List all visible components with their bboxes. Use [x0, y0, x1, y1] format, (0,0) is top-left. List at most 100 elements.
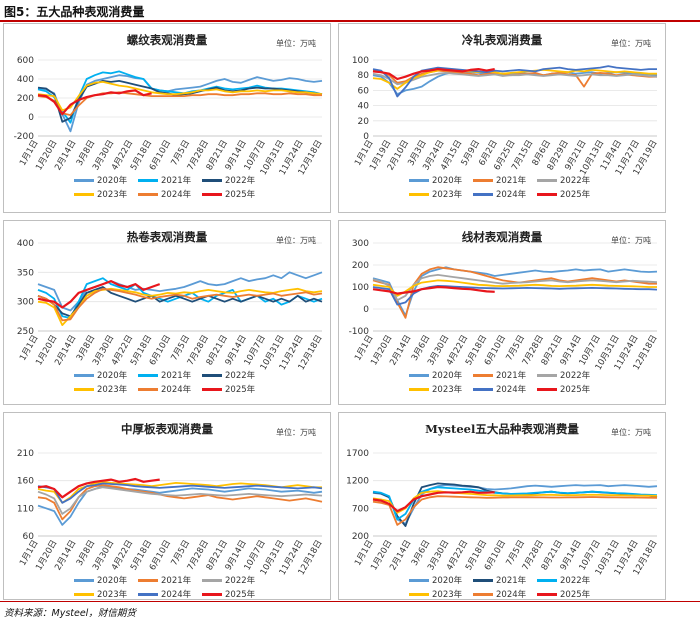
legend-label: 2025年 — [225, 385, 256, 395]
legend-label: 2021年 — [161, 176, 192, 186]
legend-item: 2025年 — [202, 383, 264, 395]
chart-svg: -10001002003001月1日1月20日2月14日3月6日3月30日4月2… — [349, 239, 660, 372]
legend-label: 2024年 — [496, 590, 527, 600]
chart-svg: 200700120017001月1日1月20日2月14日3月6日3月30日4月2… — [346, 449, 660, 577]
legend-item: 2025年 — [202, 588, 264, 600]
chart-svg: -20002004006001月1日1月20日2月14日3月8日3月30日4月2… — [14, 56, 325, 177]
series-line-2023年 — [372, 490, 658, 514]
series-line-2025年 — [37, 477, 160, 499]
legend-label: 2020年 — [432, 576, 463, 586]
legend-swatch — [537, 387, 557, 391]
series-line-2023年 — [37, 287, 323, 326]
legend-label: 2023年 — [97, 190, 128, 200]
legend-item: 2020年 — [409, 574, 471, 586]
legend-swatch — [409, 178, 429, 182]
legend-swatch — [202, 387, 222, 391]
legend-label: 2025年 — [225, 590, 256, 600]
legend-swatch — [138, 178, 158, 182]
legend-swatch — [202, 178, 222, 182]
chart-legend: 2020年 2021年 2022年 2023年 2024年 2025年 — [74, 174, 264, 200]
chart-unit: 单位：万吨 — [276, 39, 316, 48]
chart-panel-total: 200 700 1200 1700 1月1日 1月20日 2月14日 3月6日 3月30日 4月2… — [338, 412, 666, 600]
legend-item: 2021年 — [473, 174, 535, 186]
legend-label: 2024年 — [161, 190, 192, 200]
chart-panel-rebar: -200 0 200 400 600 1月1日 1月20日 2月14日 3月8日 3月30日 4月2… — [3, 23, 331, 213]
legend-item: 2021年 — [138, 174, 200, 186]
series-line-2025年 — [372, 490, 495, 513]
legend-item: 2024年 — [138, 588, 200, 600]
series-line-2023年 — [372, 68, 657, 90]
y-tick-label: 300 — [352, 239, 369, 249]
series-line-2025年 — [372, 68, 495, 81]
legend-swatch — [74, 178, 94, 182]
chart-unit: 单位：万吨 — [611, 236, 651, 245]
legend-swatch — [409, 192, 429, 196]
legend-label: 2020年 — [97, 176, 128, 186]
series-line-2024年 — [37, 482, 323, 504]
y-tick-label: 110 — [17, 504, 34, 514]
legend-swatch — [409, 578, 429, 582]
figure-title: 图5：五大品种表观消费量 — [4, 5, 145, 19]
y-tick-label: 0 — [363, 305, 369, 315]
legend-item: 2023年 — [74, 588, 136, 600]
legend-item: 2022年 — [202, 369, 264, 381]
chart-unit: 单位：万吨 — [276, 236, 316, 245]
series-line-2020年 — [37, 485, 323, 526]
legend-label: 2022年 — [225, 176, 256, 186]
y-tick-label: 250 — [17, 327, 34, 337]
chart-legend: 2020年 2021年 2022年 2023年 2024年 2025年 — [74, 574, 264, 600]
legend-item: 2020年 — [409, 174, 471, 186]
legend-swatch — [473, 387, 493, 391]
legend-swatch — [537, 192, 557, 196]
legend-item: 2024年 — [138, 188, 200, 200]
chart-panel-plate: 60 110 160 210 1月1日 1月20日 2月14日 3月8日 3月30日 4月22日 5… — [3, 412, 331, 600]
legend-label: 2021年 — [161, 576, 192, 586]
legend-label: 2020年 — [432, 371, 463, 381]
y-tick-label: 200 — [17, 94, 34, 104]
y-tick-label: 400 — [17, 239, 34, 249]
legend-label: 2023年 — [432, 590, 463, 600]
legend-swatch — [202, 592, 222, 596]
legend-label: 2024年 — [496, 190, 527, 200]
legend-label: 2022年 — [560, 576, 591, 586]
chart-title: 线材表观消费量 — [461, 230, 543, 244]
chart-panel-wire: -100 0 100 200 300 1月1日 1月20日 2月14日 3月6日 3月30日 4月2… — [338, 220, 666, 405]
chart-title: Mysteel五大品种表观消费量 — [425, 422, 579, 436]
legend-swatch — [74, 592, 94, 596]
legend-item: 2021年 — [473, 574, 535, 586]
legend-item: 2022年 — [537, 174, 599, 186]
chart-unit: 单位：万吨 — [611, 39, 651, 48]
title-divider — [0, 20, 700, 22]
series-line-2022年 — [37, 286, 323, 318]
legend-label: 2020年 — [432, 176, 463, 186]
chart-legend: 2020年 2021年 2022年 2023年 2024年 2025年 — [409, 174, 599, 200]
chart-title: 冷轧表观消费量 — [461, 33, 543, 47]
legend-label: 2020年 — [97, 576, 128, 586]
legend-swatch — [202, 578, 222, 582]
legend-item: 2021年 — [138, 369, 200, 381]
legend-label: 2022年 — [560, 176, 591, 186]
legend-item: 2025年 — [202, 188, 264, 200]
chart-svg: 0204060801001月1日1月19日2月10日3月3日3月24日4月15日… — [352, 56, 660, 177]
legend-swatch — [74, 373, 94, 377]
series-line-2024年 — [372, 495, 658, 526]
legend-label: 2023年 — [97, 590, 128, 600]
legend-label: 2023年 — [432, 190, 463, 200]
legend-swatch — [473, 578, 493, 582]
legend-swatch — [473, 592, 493, 596]
source-note: 资料来源：Mysteel，财信期货 — [4, 608, 136, 619]
y-tick-label: 1700 — [346, 449, 369, 459]
y-tick-label: 210 — [17, 449, 34, 459]
legend-item: 2022年 — [537, 369, 599, 381]
legend-item: 2020年 — [74, 174, 136, 186]
legend-swatch — [74, 192, 94, 196]
y-tick-label: 40 — [358, 102, 370, 112]
legend-item: 2020年 — [74, 369, 136, 381]
y-tick-label: 0 — [363, 132, 369, 142]
legend-item: 2021年 — [138, 574, 200, 586]
legend-item: 2022年 — [537, 574, 599, 586]
legend-label: 2024年 — [161, 385, 192, 395]
legend-swatch — [473, 373, 493, 377]
y-tick-label: 20 — [358, 117, 370, 127]
legend-swatch — [202, 192, 222, 196]
